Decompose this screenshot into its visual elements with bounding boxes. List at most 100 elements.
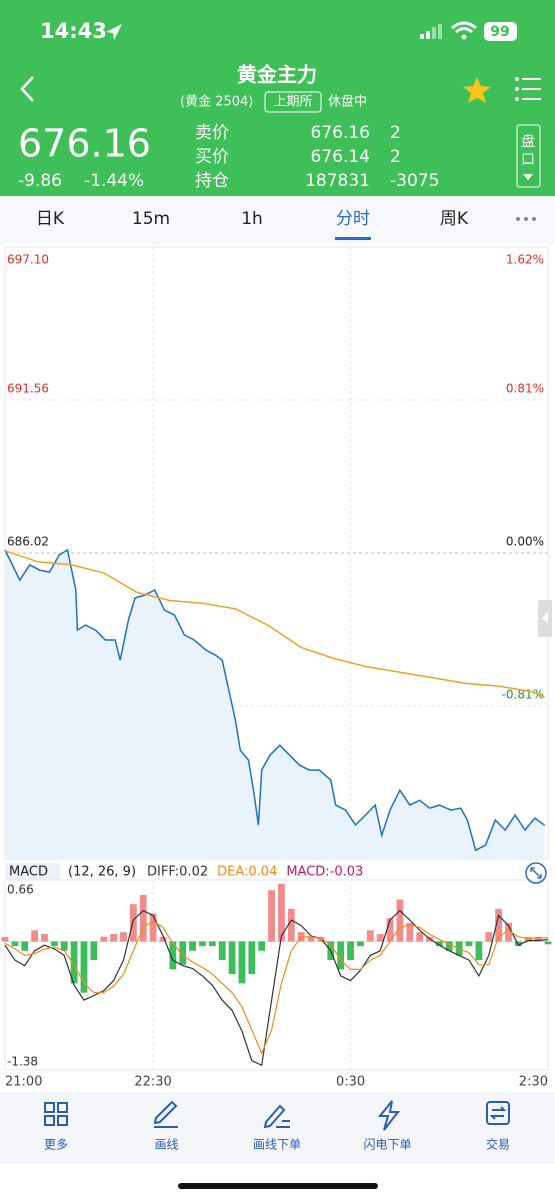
home-indicator — [178, 1183, 378, 1189]
macd-bar — [337, 941, 345, 970]
expand-button[interactable] — [525, 862, 547, 884]
macd-bar — [208, 941, 216, 947]
y-tick-label: 697.10 — [7, 253, 49, 267]
exchange-box — [264, 91, 322, 113]
macd-chart: MACD (12, 26, 9) DIFF:0.02 DEA:0.04 MACD:-0.… — [1, 861, 552, 1090]
y-tick-label: 686.02 — [7, 535, 49, 549]
macd-bar — [139, 894, 147, 942]
macd-params: (12, 26, 9) — [68, 865, 136, 880]
macd-bar — [386, 918, 394, 942]
tab[interactable]: 1h — [241, 209, 263, 229]
tab[interactable]: 15m — [132, 209, 170, 229]
header-bg — [0, 0, 555, 196]
macd-bar — [31, 930, 39, 942]
title: 黄金主力 — [237, 63, 317, 87]
depth-button-label: 盘口 — [521, 133, 535, 168]
macd-bar — [80, 941, 88, 993]
change: -9.86 — [18, 171, 62, 191]
menu-button[interactable] — [515, 77, 541, 101]
macd-bar — [475, 941, 483, 961]
macd-bar — [268, 890, 275, 942]
toolbar-item[interactable]: 交易 — [486, 1137, 510, 1152]
macd-bar — [465, 941, 473, 947]
change-pct: -1.44% — [84, 171, 144, 191]
macd-header-bg — [5, 861, 548, 881]
quote-value: 676.14 — [311, 147, 370, 167]
macd-bar — [159, 936, 167, 942]
exchange: 上期所 — [273, 95, 312, 110]
y-tick-label: 691.56 — [7, 382, 49, 396]
macd-bar — [248, 941, 256, 975]
tabs: 日K 15m 1h 分时 周K — [36, 209, 469, 240]
macd-bar — [11, 941, 19, 947]
toolbar-item[interactable]: 更多 — [44, 1138, 68, 1152]
x-tick-label: 2:30 — [519, 1075, 548, 1090]
macd-bar — [238, 941, 246, 984]
macd-bar — [218, 941, 226, 961]
quote-rows: 卖价 676.16 2 买价 676.14 2 持仓 187831 -3075 — [195, 123, 439, 191]
last-price: 676.16 — [18, 122, 151, 166]
depth-button[interactable] — [516, 124, 541, 188]
macd-bar — [278, 883, 285, 942]
macd-bar — [179, 941, 187, 965]
back-button[interactable] — [20, 76, 34, 102]
more-tabs[interactable] — [516, 217, 536, 221]
macd-bar — [120, 932, 127, 942]
tab[interactable]: 周K — [440, 209, 469, 229]
clock: 14:43 — [40, 19, 107, 43]
macd-panel — [4, 879, 549, 1071]
y2-tick-label: 0.00% — [506, 535, 544, 549]
toolbar-icons — [44, 1100, 510, 1131]
quote-qty: -3075 — [390, 171, 439, 191]
battery — [484, 22, 517, 41]
macd-bar — [347, 941, 354, 961]
toolbar-item[interactable]: 闪电下单 — [363, 1138, 411, 1152]
trade-status: 休盘中 — [328, 94, 367, 110]
y2-tick-label: 1.62% — [506, 253, 544, 267]
macd-bar — [534, 936, 542, 942]
depth-arrow — [523, 174, 533, 180]
wifi-dot — [461, 34, 467, 40]
y-tick-label: -1.38 — [7, 1055, 38, 1069]
expand-icon — [530, 867, 542, 879]
price-area — [5, 550, 545, 859]
tab[interactable]: 日K — [36, 209, 65, 229]
y2-tick-label: -0.81% — [502, 688, 544, 702]
macd-bar — [228, 941, 236, 975]
legend-entry: DIFF:0.02 — [147, 865, 208, 880]
legend-entry: MACD:-0.03 — [286, 865, 363, 880]
toolbar-item[interactable]: 画线下单 — [253, 1138, 301, 1152]
side-handle-arrow — [542, 612, 548, 624]
quote-label: 买价 — [195, 147, 229, 167]
tab-bar — [0, 196, 555, 244]
contract: (黄金 2504) — [180, 94, 253, 110]
toolbar: 更多 画线 画线下单 闪电下单 交易 — [44, 1137, 510, 1152]
macd-bar — [21, 941, 29, 951]
macd-bar — [110, 934, 117, 942]
macd-bar — [149, 913, 157, 942]
home-area — [0, 1164, 555, 1200]
tab[interactable]: 分时 — [336, 209, 370, 229]
x-tick-label: 0:30 — [336, 1075, 365, 1090]
quote-label: 持仓 — [195, 171, 229, 191]
macd-bar — [485, 932, 493, 942]
macd-bar — [50, 941, 58, 947]
quote-value: 187831 — [305, 171, 370, 191]
macd-bar — [189, 941, 196, 951]
y-tick-label: 0.66 — [7, 883, 34, 897]
signal-icon — [420, 24, 442, 39]
quote-qty: 2 — [390, 147, 401, 167]
x-tick-label: 22:30 — [134, 1075, 171, 1090]
wifi-icon — [451, 21, 477, 34]
x-tick-label: 21:00 — [5, 1075, 42, 1090]
tab-underline — [335, 237, 371, 240]
favorite-star[interactable] — [463, 77, 491, 103]
macd-bar — [445, 941, 453, 951]
battery-level: 99 — [490, 24, 509, 40]
price-chart: 697.101.62%691.560.81%686.020.00%680.48-… — [4, 247, 548, 859]
macd-bar — [307, 936, 315, 942]
toolbar-item[interactable]: 画线 — [154, 1138, 178, 1152]
macd-tag — [5, 863, 60, 880]
macd-bar — [199, 941, 206, 947]
